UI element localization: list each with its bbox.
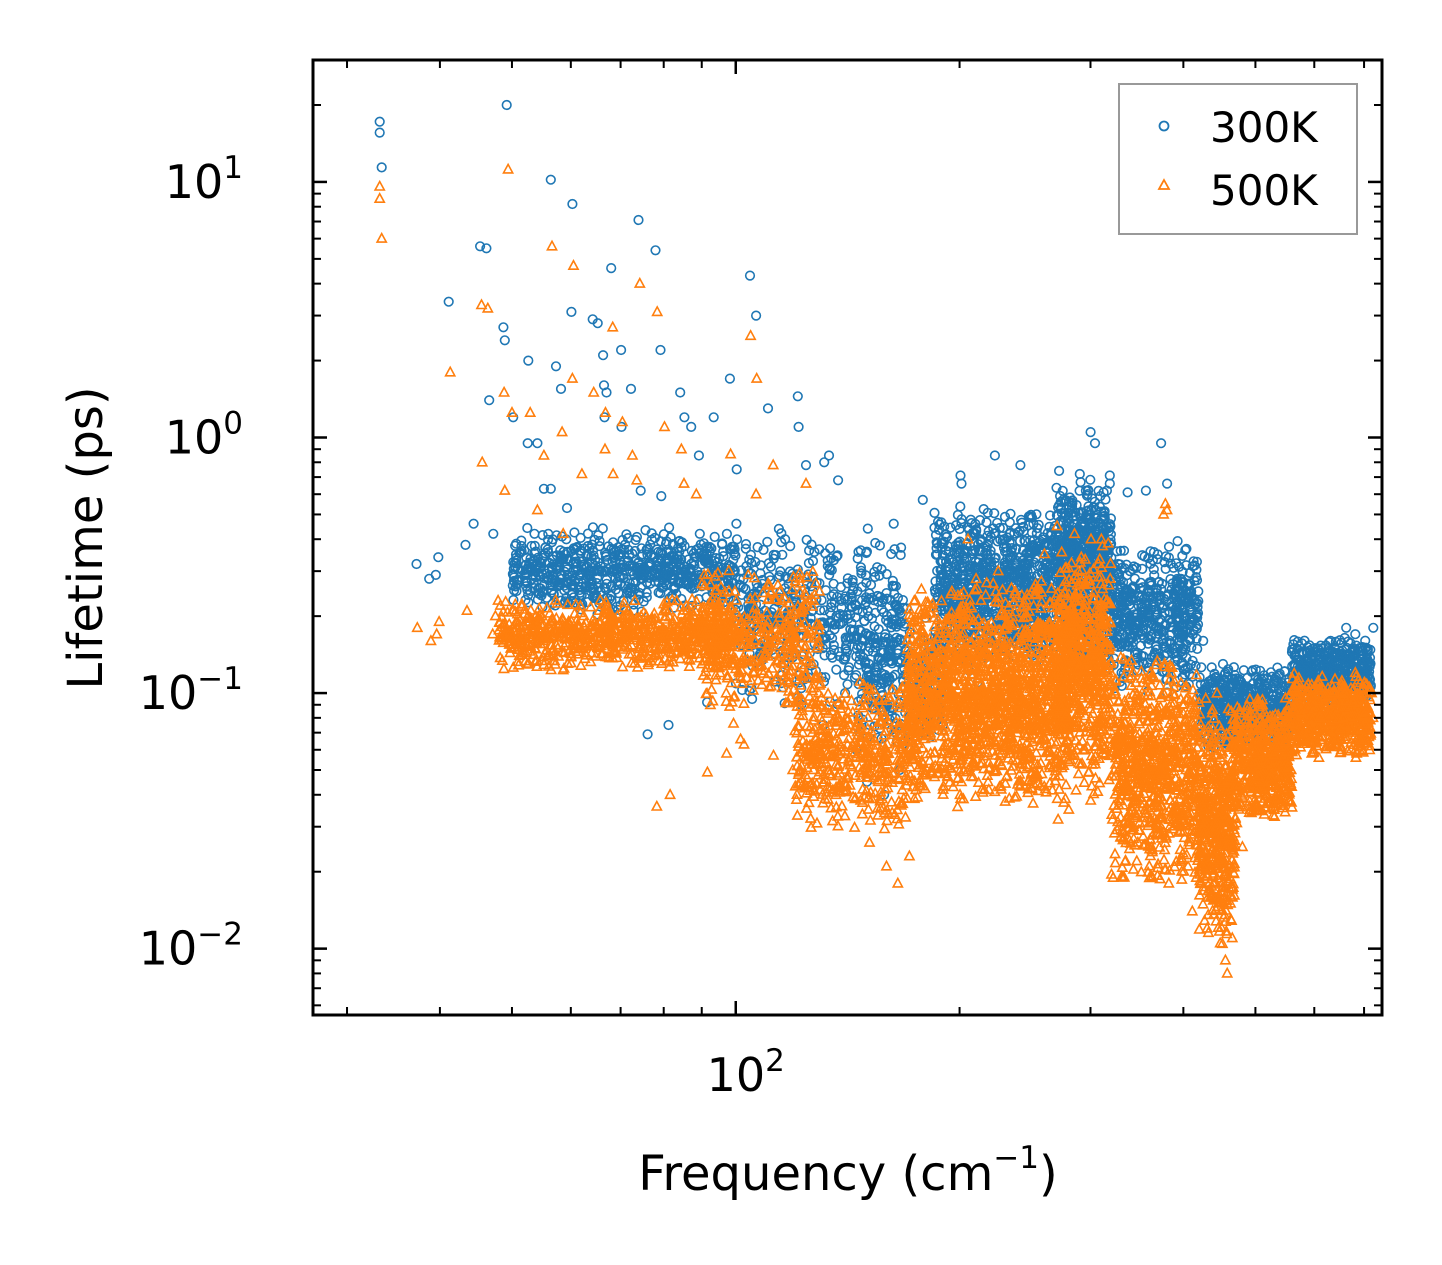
- 300k-point: [523, 561, 534, 573]
- 300k-point: [589, 534, 600, 546]
- 300k-point: [587, 522, 599, 533]
- 300k-point: [569, 544, 580, 555]
- 300k-point: [537, 529, 548, 541]
- 300k-point: [660, 538, 672, 550]
- 300k-point: [528, 555, 540, 566]
- 300k-point: [665, 532, 676, 543]
- 300k-point: [592, 564, 603, 575]
- 300k-point: [529, 540, 540, 552]
- 300k-point: [694, 548, 705, 559]
- 300k-point: [625, 559, 636, 571]
- 300k-point: [630, 534, 641, 546]
- 300k-point: [674, 558, 686, 569]
- 300k-point: [516, 535, 527, 546]
- 300k-point: [582, 528, 594, 539]
- 300k-point: [526, 540, 537, 552]
- 300k-point: [534, 556, 545, 568]
- 300k-point: [652, 560, 664, 571]
- 300k-point: [589, 554, 601, 566]
- 300k-point: [524, 557, 535, 568]
- 300k-point: [561, 583, 572, 594]
- 300k-point: [511, 538, 522, 549]
- 300k-point: [566, 576, 577, 587]
- 300k-point: [574, 556, 586, 567]
- 300k-point: [661, 579, 673, 591]
- 300k-point: [643, 558, 654, 569]
- 300k-point: [702, 557, 713, 568]
- 300k-point: [520, 575, 531, 586]
- 300k-point: [630, 577, 641, 588]
- 300k-point: [575, 532, 586, 544]
- 300k-point: [641, 587, 652, 598]
- 300k-point: [575, 545, 586, 556]
- 300k-point: [569, 576, 581, 587]
- 300k-point: [662, 554, 673, 566]
- 300k-point: [615, 549, 626, 560]
- 300k-point: [597, 523, 608, 534]
- 300k-point: [641, 592, 652, 603]
- 300k-point: [627, 548, 638, 559]
- 300k-point: [562, 546, 573, 557]
- 300k-point: [530, 572, 541, 583]
- 300k-point: [555, 570, 566, 581]
- 300k-point: [726, 541, 738, 552]
- 300k-point: [674, 535, 685, 547]
- 300k-point: [576, 561, 587, 572]
- 300k-point: [603, 541, 614, 552]
- 300k-point: [609, 551, 620, 563]
- 300k-point: [636, 570, 647, 581]
- 300k-point: [694, 528, 705, 539]
- 300k-point: [619, 539, 631, 550]
- 300k-point: [709, 531, 720, 543]
- 300k-point: [624, 578, 635, 589]
- 300k-point: [531, 565, 542, 576]
- 300k-point: [716, 539, 728, 550]
- 300k-point: [509, 558, 520, 569]
- 300k-point: [601, 574, 612, 585]
- 300k-point: [593, 582, 604, 593]
- 300k-point: [547, 534, 558, 545]
- 300k-point: [562, 576, 573, 587]
- 300k-point: [522, 522, 533, 534]
- 300k-point: [635, 582, 646, 593]
- 300k-point: [696, 559, 708, 570]
- 300k-point: [598, 565, 609, 576]
- 300k-point: [516, 545, 527, 557]
- 300k-point: [637, 565, 648, 576]
- 300k-point: [650, 567, 661, 578]
- 300k-point: [610, 584, 621, 595]
- 300k-point: [561, 554, 572, 565]
- 300k-point: [663, 522, 675, 533]
- 300k-point: [730, 550, 741, 561]
- 300k-point: [515, 547, 526, 558]
- 300k-point: [551, 550, 562, 561]
- 300k-point: [586, 557, 598, 568]
- 300k-point: [508, 575, 520, 587]
- 300k-point: [704, 541, 715, 553]
- 300k-point: [721, 528, 733, 540]
- 300k-point: [568, 565, 579, 576]
- 300k-point: [729, 544, 740, 555]
- 300k-point: [663, 544, 674, 555]
- 300k-point: [510, 581, 521, 592]
- 300k-point: [724, 543, 736, 555]
- 300k-point: [683, 554, 694, 565]
- 300k-point: [722, 563, 733, 574]
- data-points: [373, 99, 1379, 978]
- 300k-point: [532, 588, 544, 599]
- 300k-point: [522, 589, 534, 601]
- 300k-point: [718, 550, 729, 562]
- 300k-point: [649, 532, 661, 544]
- 300k-point: [540, 542, 551, 553]
- 300k-point: [601, 578, 612, 589]
- 300k-point: [655, 555, 667, 566]
- 300k-point: [662, 565, 674, 577]
- 300k-point: [516, 540, 527, 552]
- 300k-point: [561, 564, 573, 575]
- 300k-point: [569, 527, 580, 538]
